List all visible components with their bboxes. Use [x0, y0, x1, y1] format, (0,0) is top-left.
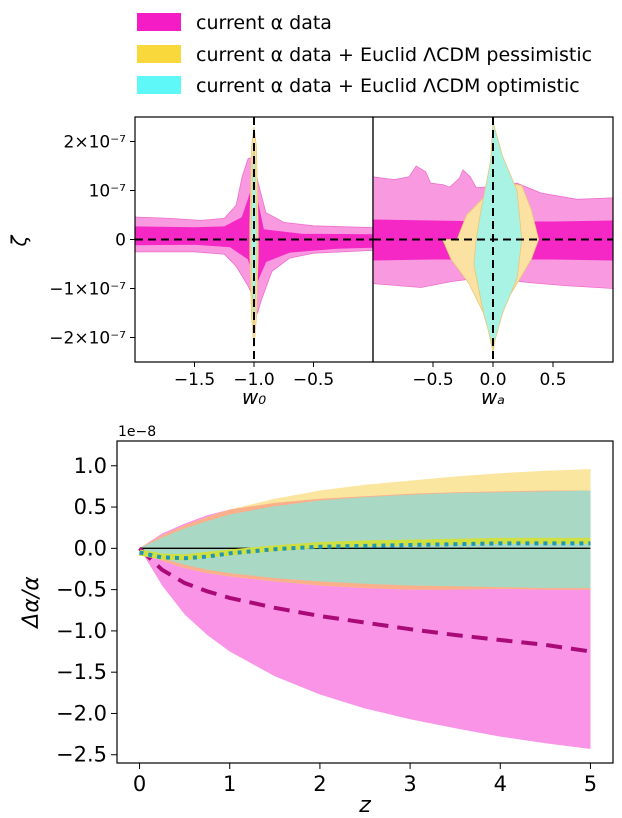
panel-delta-alpha-yticks: 1.0 0.5 0.0 −0.5 −1.0 −1.5 −2.0 −2.5 [56, 454, 117, 767]
ytick-label: 10⁻⁷ [89, 182, 127, 202]
panel-zeta-wa-xticks: −0.5 0.0 0.5 [412, 362, 567, 390]
axis-label-wa: wₐ [481, 385, 505, 409]
panel-zeta-w0: −1.5 −1.0 −0.5 2×10⁻⁷ 10⁻⁷ 0 −1×10⁻⁷ −2×10⁻⁷ w… [7, 116, 374, 409]
panel-delta-alpha: 0 1 2 3 4 5 1.0 0.5 0.0 −0.5 −1.0 −1.5 −2.0 −2.5 1e−… [19, 424, 614, 818]
panel-delta-alpha-lines [138, 537, 591, 654]
axis-label-w0: w₀ [242, 385, 266, 409]
ytick-label: −1.5 [56, 660, 107, 684]
ytick-label: 2×10⁻⁷ [64, 133, 127, 153]
xtick-label: 1 [223, 772, 236, 796]
ytick-label: 0 [115, 231, 126, 251]
line-dotted [139, 541, 591, 561]
legend-swatch-pessimistic [137, 45, 181, 63]
panel-delta-alpha-bands [139, 469, 591, 749]
legend-label-current: current α data [196, 12, 332, 34]
xtick-label: −1.5 [174, 370, 215, 390]
ytick-label: −2.5 [56, 743, 107, 767]
xtick-label: 0.5 [539, 370, 566, 390]
panel-delta-alpha-xticks: 0 1 2 3 4 5 [133, 763, 597, 796]
band-optimistic [139, 490, 591, 588]
ytick-label: 1.0 [74, 454, 107, 478]
panel-zeta-w0-yticks: 2×10⁻⁷ 10⁻⁷ 0 −1×10⁻⁷ −2×10⁻⁷ [49, 133, 135, 349]
axis-label-delta-alpha: Δα/α [19, 576, 44, 630]
xtick-label: −0.5 [293, 370, 334, 390]
xtick-label: −0.5 [412, 370, 453, 390]
ytick-label: 0.0 [74, 536, 107, 560]
panel-zeta-wa: −0.5 0.0 0.5 wₐ [372, 116, 614, 409]
legend-label-pessimistic: current α data + Euclid ΛCDM pessimistic [196, 44, 592, 66]
panel-zeta-w0-xticks: −1.5 −1.0 −0.5 [174, 362, 334, 390]
xtick-label: 2 [313, 772, 326, 796]
legend-swatch-optimistic [137, 76, 181, 94]
xtick-label: 0 [133, 772, 146, 796]
axis-label-zeta: ζ [7, 234, 31, 247]
xtick-label: 4 [494, 772, 507, 796]
ytick-label: −0.5 [56, 578, 107, 602]
ytick-label: −1×10⁻⁷ [49, 280, 126, 300]
xtick-label: 3 [403, 772, 416, 796]
ytick-label: 0.5 [74, 495, 107, 519]
line-dashed [138, 546, 591, 654]
legend-swatch-current [137, 13, 181, 31]
xtick-label: −1.0 [233, 370, 274, 390]
legend-label-optimistic: current α data + Euclid ΛCDM optimistic [196, 75, 580, 97]
legend: current α data current α data + Euclid Λ… [137, 12, 592, 97]
ytick-label: −2.0 [56, 701, 107, 725]
axis-label-z: z [358, 793, 371, 818]
ytick-label: −1.0 [56, 619, 107, 643]
axis-offset-label: 1e−8 [118, 424, 156, 440]
panel-delta-alpha-frame [116, 440, 614, 764]
ytick-label: −2×10⁻⁷ [49, 329, 126, 349]
xtick-label: 0.0 [479, 370, 506, 390]
contour-1-3 [473, 121, 523, 349]
xtick-label: 5 [584, 772, 597, 796]
